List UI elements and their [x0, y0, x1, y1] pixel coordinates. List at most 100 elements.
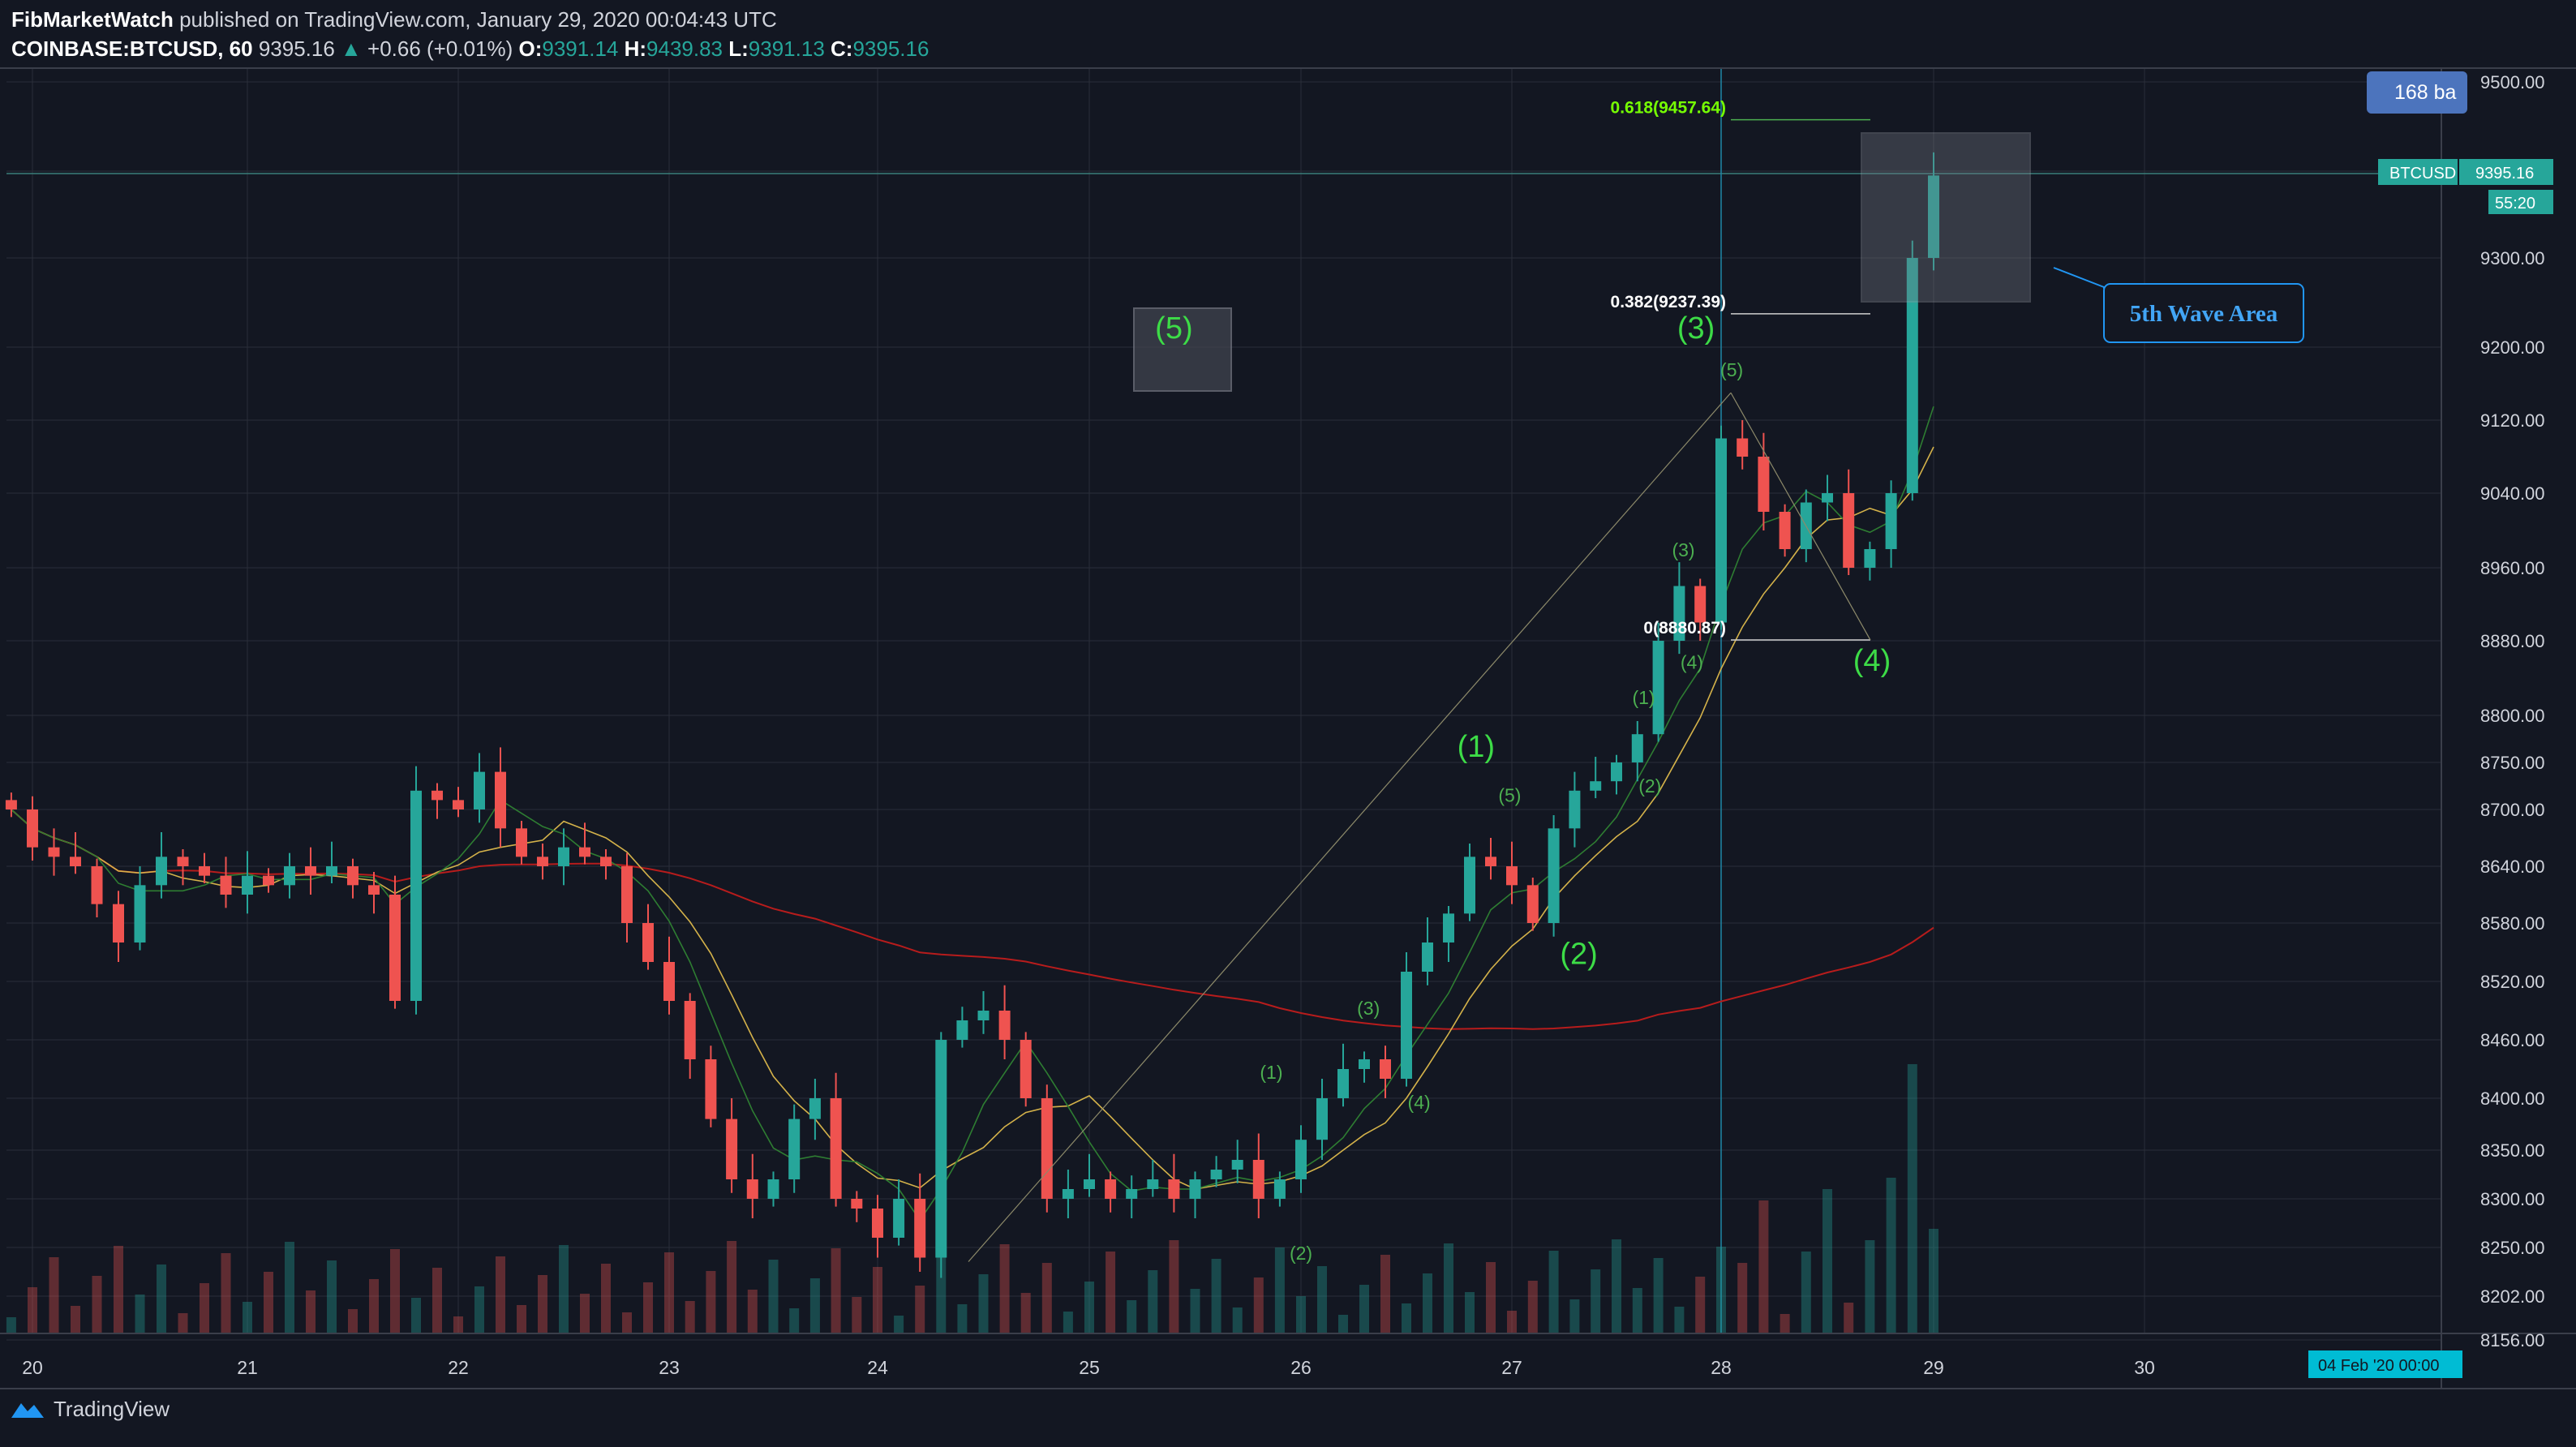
candle — [1928, 175, 1939, 258]
time-tag: 04 Feb '20 00:00 — [2318, 1357, 2440, 1375]
volume-bar — [727, 1241, 737, 1333]
candlestick-series — [5, 152, 1939, 1278]
open-value: 9391.14 — [542, 36, 619, 61]
price-axis-tick-label: 8800.00 — [2480, 706, 2545, 726]
volume-bar — [517, 1305, 526, 1333]
fib-level-label: 0.618(9457.64) — [1611, 99, 1726, 118]
wave-label: (2) — [1560, 937, 1597, 971]
candle — [220, 875, 232, 895]
candle — [1252, 1160, 1264, 1199]
candle — [1295, 1140, 1307, 1179]
volume-bar — [369, 1279, 379, 1333]
countdown: 55:20 — [2495, 195, 2535, 213]
candle — [263, 875, 274, 886]
volume-bar — [1402, 1303, 1411, 1333]
price-axis-tick-label: 8460.00 — [2480, 1030, 2545, 1050]
price-tag-symbol: BTCUSD — [2389, 165, 2456, 182]
ohlc-line: COINBASE:BTCUSD, 60 9395.16 ▲ +0.66 (+0.… — [11, 34, 2526, 63]
candle — [516, 828, 527, 857]
price-axis-tick-label: 8580.00 — [2480, 913, 2545, 934]
price-tag-bg — [2459, 159, 2553, 185]
wave-label: (5) — [1498, 785, 1521, 806]
price-axis-tick-label: 8700.00 — [2480, 800, 2545, 820]
volume-bar — [894, 1316, 904, 1333]
candle — [621, 866, 633, 923]
candle — [1779, 512, 1791, 549]
volume-bar — [157, 1265, 166, 1333]
candle — [1758, 457, 1770, 512]
price-axis-tick-label: 8880.00 — [2480, 631, 2545, 651]
candle — [389, 895, 401, 1001]
volume-bar — [453, 1316, 463, 1333]
candle — [70, 857, 81, 866]
volume-bar — [936, 1256, 947, 1333]
volume-bar — [1127, 1300, 1137, 1333]
fib-level-label: 0.382(9237.39) — [1611, 293, 1726, 311]
volume-bar — [1041, 1263, 1052, 1333]
time-axis-tick-label: 30 — [2134, 1357, 2155, 1378]
bars-badge[interactable] — [2367, 71, 2467, 114]
time-tag-bg — [2308, 1350, 2462, 1378]
time-axis-tick-label: 21 — [237, 1357, 258, 1378]
volume-bar — [768, 1260, 779, 1333]
volume-bar — [1886, 1178, 1896, 1333]
price-axis-tick-label: 8520.00 — [2480, 972, 2545, 992]
volume-bar — [873, 1267, 882, 1333]
candle — [495, 771, 506, 829]
candle — [1380, 1059, 1391, 1079]
open-label: O: — [518, 36, 543, 61]
candle — [1694, 586, 1707, 623]
low-label: L: — [728, 36, 749, 61]
candle — [199, 866, 210, 876]
wave-five-label-box — [1133, 307, 1232, 392]
price-axis-tick-label: 8640.00 — [2480, 857, 2545, 877]
volume-bar — [1758, 1200, 1769, 1333]
volume-bar — [1190, 1289, 1200, 1333]
volume-bar — [1907, 1064, 1917, 1333]
candle — [809, 1098, 821, 1119]
candle — [284, 866, 295, 886]
volume-bar — [1865, 1240, 1875, 1333]
candle — [600, 857, 612, 866]
close-value: 9395.16 — [852, 36, 930, 61]
candle — [1359, 1059, 1370, 1069]
candle — [113, 904, 124, 942]
candle — [431, 790, 443, 801]
volume-bar — [538, 1275, 547, 1333]
candle — [872, 1209, 883, 1238]
published-text: published on TradingView.com, January 29… — [179, 7, 777, 32]
volume-bar — [1612, 1239, 1621, 1333]
volume-bar — [49, 1257, 59, 1333]
wave-label: (1) — [1632, 687, 1655, 708]
candle — [91, 866, 103, 904]
publisher-name[interactable]: FibMarketWatch — [11, 7, 174, 32]
candle — [1864, 549, 1876, 568]
candle — [1273, 1179, 1286, 1199]
publish-line: FibMarketWatch published on TradingView.… — [11, 5, 2526, 34]
volume-bar — [1380, 1255, 1390, 1333]
wave-label: (3) — [1357, 998, 1380, 1019]
candle — [27, 809, 38, 848]
price-axis-tick-label: 8750.00 — [2480, 753, 2545, 773]
time-axis-tick-label: 25 — [1079, 1357, 1100, 1378]
up-triangle-icon: ▲ — [341, 36, 362, 61]
candle — [1062, 1189, 1074, 1199]
time-axis-tick-label: 28 — [1711, 1357, 1732, 1378]
wave-label: (2) — [1638, 775, 1661, 796]
volume-bar — [809, 1278, 820, 1333]
candle — [1464, 857, 1475, 914]
volume-bar — [664, 1252, 674, 1333]
candle — [788, 1119, 801, 1179]
volume-bar — [1169, 1240, 1179, 1333]
price-axis-tick-label: 8350.00 — [2480, 1140, 2545, 1161]
candle — [1885, 493, 1897, 549]
volume-bar — [1274, 1247, 1285, 1333]
candle — [48, 847, 60, 857]
candle — [1020, 1040, 1032, 1098]
candle — [1210, 1170, 1222, 1179]
tradingview-footer[interactable]: TradingView — [10, 1397, 170, 1422]
candle — [893, 1199, 905, 1238]
wave-annotations: (5)(1)(2)(3)(4)(1)(2)(3)(4)(5)(1)(2)(3)(… — [1133, 132, 2304, 1264]
symbol-label[interactable]: COINBASE:BTCUSD, 60 — [11, 36, 253, 61]
